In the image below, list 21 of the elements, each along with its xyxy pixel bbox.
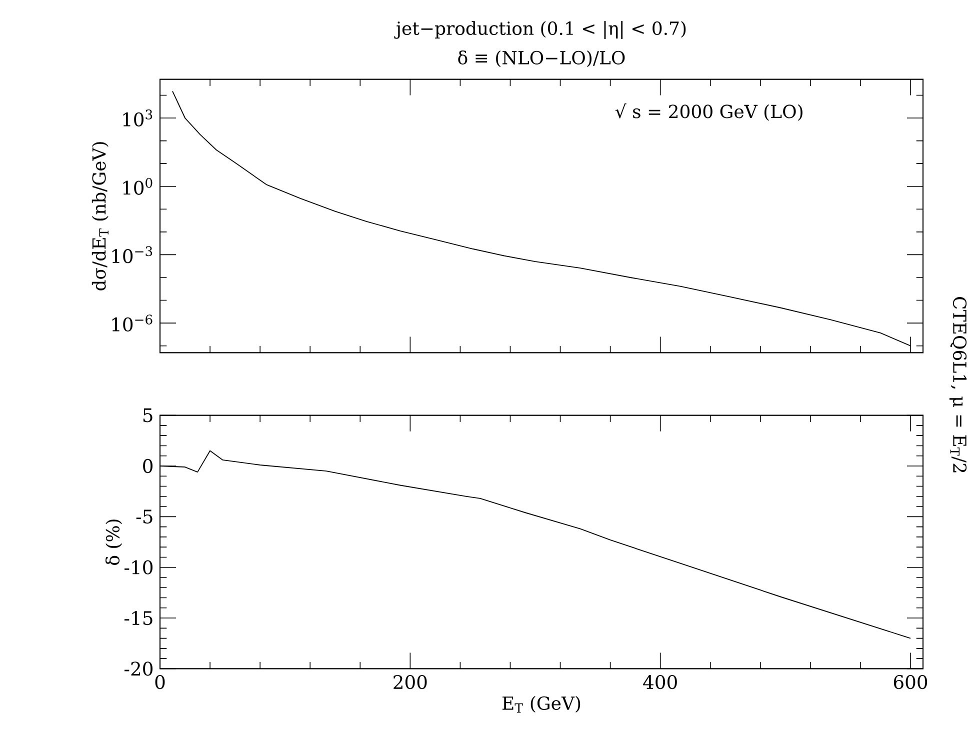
annotation: √ s = 2000 GeV (LO) xyxy=(615,103,802,121)
y-tick-label: -5 xyxy=(136,510,152,524)
y-tick-label: -15 xyxy=(124,610,152,626)
y-tick-label: -20 xyxy=(124,662,153,676)
y-tick-label: 10$^{−6}$ xyxy=(112,314,152,332)
y-tick-label: 0 xyxy=(143,458,153,474)
y-tick-label: 10$^{3}$ xyxy=(123,110,152,126)
y-axis-title: dσ/dE$_{T}$ (nb/GeV) xyxy=(92,142,108,290)
y-tick-label: -10 xyxy=(124,560,153,574)
x-tick-label: 200 xyxy=(394,674,427,690)
x-tick-label: 600 xyxy=(894,674,928,690)
y-axis-title: δ (%) xyxy=(105,520,122,565)
y-tick-label: 5 xyxy=(143,408,152,422)
chart-subtitle: δ ≡ (NLO−LO)/LO xyxy=(458,50,625,68)
x-tick-label: 0 xyxy=(155,674,165,690)
text: CTEQ6L1, μ = E$_{T}$/2 xyxy=(949,297,967,472)
chart-title: jet−production (0.1 < |η| < 0.7) xyxy=(394,21,686,40)
y-tick-label: 10$^{−3}$ xyxy=(112,246,152,264)
x-tick-label: 400 xyxy=(643,674,677,690)
y-tick-label: 10$^{0}$ xyxy=(123,178,152,195)
x-axis-title: E$_{T}$ (GeV) xyxy=(502,696,580,713)
